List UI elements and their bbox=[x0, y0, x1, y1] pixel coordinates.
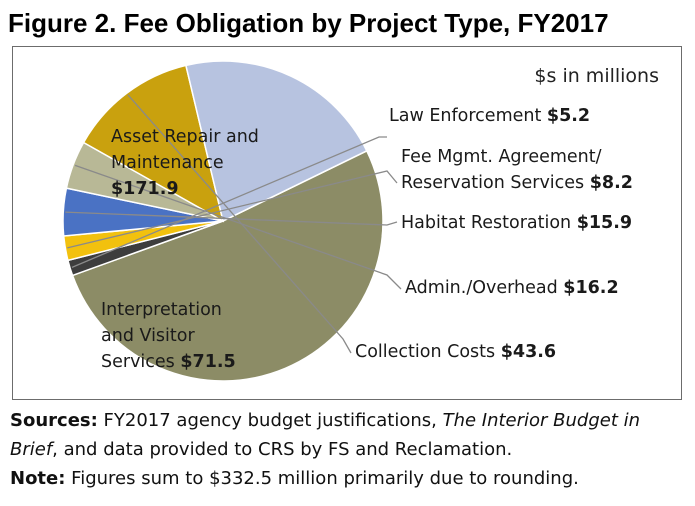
label-admin: Admin./Overhead $16.2 bbox=[405, 275, 619, 301]
chart-panel: $s in millions Asset Repair and Maintena… bbox=[12, 46, 682, 400]
note-label: Note: bbox=[10, 468, 66, 489]
sources-label: Sources: bbox=[10, 410, 98, 431]
sources-line: Sources: FY2017 agency budget justificat… bbox=[10, 406, 690, 464]
slice-interpretation bbox=[184, 60, 368, 223]
label-fee-line2: Reservation Services bbox=[401, 173, 590, 193]
leader-line bbox=[127, 94, 352, 354]
label-fee-line1: Fee Mgmt. Agreement/ bbox=[401, 147, 602, 167]
note-text: Figures sum to $332.5 million primarily … bbox=[65, 468, 579, 489]
label-habitat: Habitat Restoration $15.9 bbox=[401, 210, 632, 236]
label-law-enforcement: Law Enforcement $5.2 bbox=[389, 103, 590, 129]
label-interpretation: Interpretation and Visitor Services $71.… bbox=[101, 297, 236, 375]
leader-line bbox=[65, 211, 398, 226]
label-asset-line2: Maintenance bbox=[111, 153, 224, 173]
pie-chart bbox=[62, 60, 402, 382]
label-collection-text: Collection Costs bbox=[355, 342, 501, 362]
leader-line bbox=[71, 136, 387, 268]
label-interp-line2: and Visitor bbox=[101, 326, 195, 346]
label-law-value: $5.2 bbox=[546, 106, 591, 126]
sources-text-1: FY2017 agency budget justifications, bbox=[97, 410, 443, 431]
label-fee-mgmt: Fee Mgmt. Agreement/ Reservation Service… bbox=[401, 144, 633, 196]
label-asset-line1: Asset Repair and bbox=[111, 127, 259, 147]
label-collection: Collection Costs $43.6 bbox=[355, 339, 556, 365]
label-asset-value: $171.9 bbox=[111, 179, 179, 199]
label-admin-text: Admin./Overhead bbox=[405, 278, 564, 298]
leader-line bbox=[74, 164, 402, 290]
slice-asset-repair bbox=[71, 149, 384, 382]
label-interp-line1: Interpretation bbox=[101, 300, 222, 320]
label-fee-value: $8.2 bbox=[589, 173, 633, 193]
label-habitat-value: $15.9 bbox=[576, 213, 633, 233]
leader-line bbox=[67, 170, 398, 249]
note-line: Note: Figures sum to $332.5 million prim… bbox=[10, 464, 690, 493]
label-habitat-text: Habitat Restoration bbox=[401, 213, 577, 233]
label-admin-value: $16.2 bbox=[563, 278, 619, 298]
figure-notes: Sources: FY2017 agency budget justificat… bbox=[10, 406, 690, 493]
figure-title: Figure 2. Fee Obligation by Project Type… bbox=[8, 8, 609, 38]
units-note: $s in millions bbox=[534, 65, 659, 87]
sources-italic: The Interior Budget in Brief bbox=[10, 410, 641, 460]
label-interp-value: $71.5 bbox=[180, 352, 236, 372]
label-interp-line3: Services bbox=[101, 352, 181, 372]
slice-collection-costs bbox=[82, 64, 225, 223]
label-asset-repair: Asset Repair and Maintenance $171.9 bbox=[111, 124, 259, 202]
label-collection-value: $43.6 bbox=[500, 342, 557, 362]
sources-text-2: , and data provided to CRS by FS and Rec… bbox=[52, 439, 513, 460]
label-law-text: Law Enforcement bbox=[389, 106, 547, 126]
